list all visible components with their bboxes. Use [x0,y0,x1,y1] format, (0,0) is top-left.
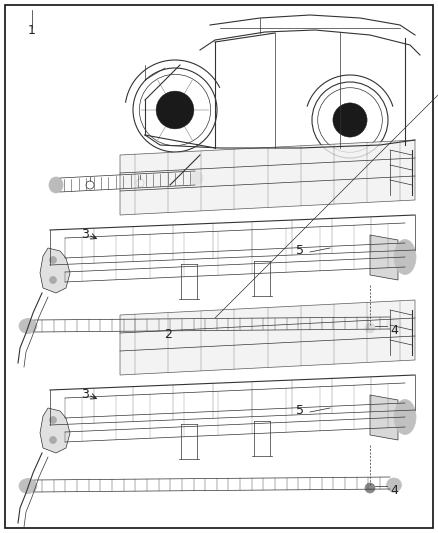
Circle shape [156,91,194,129]
Ellipse shape [386,478,402,492]
Text: 5: 5 [296,244,304,256]
Text: 2: 2 [164,328,172,342]
Polygon shape [40,248,70,293]
Text: 5: 5 [296,403,304,416]
Circle shape [49,416,57,424]
Ellipse shape [19,479,37,494]
Ellipse shape [394,400,416,434]
Circle shape [49,256,57,263]
Ellipse shape [19,319,37,334]
Ellipse shape [49,177,63,193]
Text: 3: 3 [81,389,89,401]
Polygon shape [370,395,398,440]
Ellipse shape [191,171,203,185]
Circle shape [365,483,375,493]
Circle shape [333,103,367,137]
Text: 4: 4 [390,324,398,336]
Ellipse shape [394,239,416,274]
Ellipse shape [386,318,402,332]
Text: 4: 4 [390,483,398,497]
Circle shape [49,437,57,443]
Polygon shape [370,235,398,280]
Circle shape [365,323,375,333]
Circle shape [49,277,57,284]
Text: 1: 1 [28,23,36,36]
Polygon shape [40,408,70,453]
Text: 3: 3 [81,229,89,241]
Polygon shape [120,140,415,215]
Polygon shape [120,300,415,375]
